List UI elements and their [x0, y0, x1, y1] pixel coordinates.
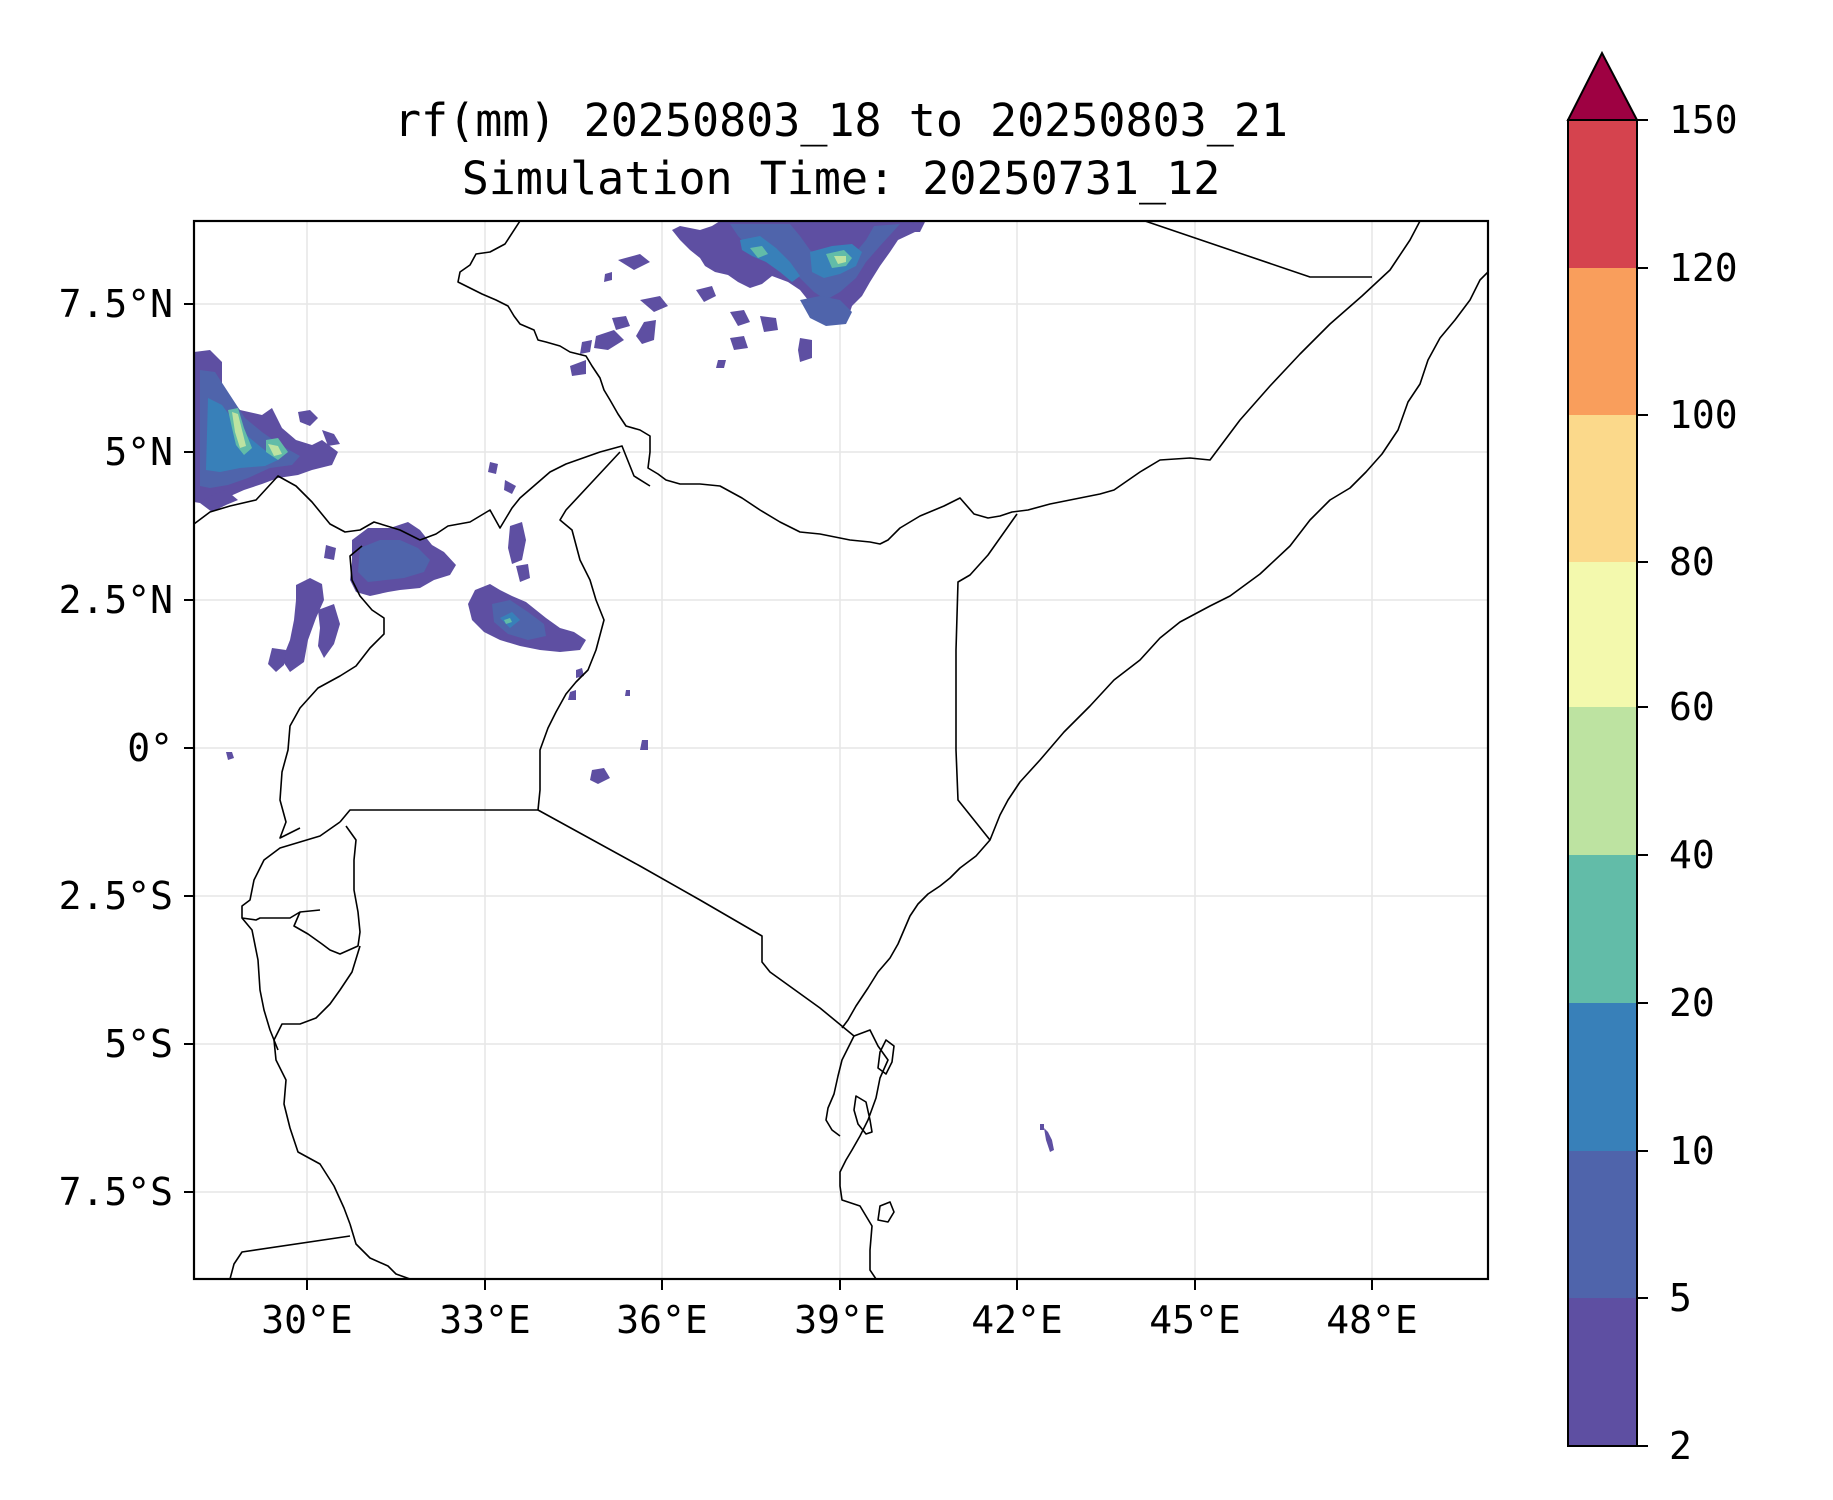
- colorbar-label: 40: [1669, 833, 1715, 877]
- lat-tick-label: 2.5°N: [58, 578, 173, 622]
- colorbar-segment-2-5: [1568, 1297, 1637, 1446]
- colorbar: [1566, 50, 1648, 1447]
- colorbar-segment-100-120: [1568, 267, 1637, 415]
- colorbar-segment-5-10: [1568, 1150, 1637, 1298]
- colorbar-label: 150: [1669, 98, 1738, 142]
- lat-tick-label: 7.5°N: [58, 282, 173, 326]
- colorbar-segment-80-100: [1568, 414, 1637, 562]
- colorbar-segment-10-20: [1568, 1002, 1637, 1151]
- chart-title: rf(mm) 20250803_18 to 20250803_21: [393, 94, 1289, 147]
- colorbar-label: 60: [1669, 685, 1715, 729]
- colorbar-frame: [1567, 119, 1638, 1447]
- rainfall-field-uganda-east: [468, 462, 586, 652]
- lat-tick-label: 7.5°S: [58, 1170, 173, 1214]
- rainfall-field-uganda-north: [268, 522, 456, 672]
- lon-tick-label: 45°E: [1149, 1298, 1241, 1342]
- coastlines-and-borders: [194, 221, 1488, 1279]
- lon-tick-label: 48°E: [1326, 1298, 1418, 1342]
- lat-tick-label: 5°S: [104, 1022, 173, 1066]
- rainfall-scattered-cells: [226, 668, 1054, 1152]
- colorbar-segment-40-60: [1568, 706, 1637, 855]
- colorbar-segment-120-150: [1568, 119, 1637, 268]
- lon-tick-label: 36°E: [616, 1298, 708, 1342]
- colorbar-label: 5: [1669, 1276, 1692, 1320]
- lon-tick-label: 42°E: [971, 1298, 1063, 1342]
- rainfall-field-south-sudan: [194, 350, 340, 512]
- colorbar-label: 80: [1669, 540, 1715, 584]
- colorbar-label: 100: [1669, 393, 1738, 437]
- rainfall-field-ethiopia: [570, 221, 925, 376]
- colorbar-label: 120: [1669, 246, 1738, 290]
- lon-tick-label: 39°E: [794, 1298, 886, 1342]
- colorbar-segment-60-80: [1568, 561, 1637, 707]
- colorbar-segment-20-40: [1568, 854, 1637, 1003]
- colorbar-label: 10: [1669, 1129, 1715, 1173]
- lat-tick-label: 2.5°S: [58, 874, 173, 918]
- lat-tick-label: 5°N: [104, 430, 173, 474]
- colorbar-extend-arrow: [1566, 50, 1639, 121]
- chart-subtitle: Simulation Time: 20250731_12: [461, 152, 1221, 205]
- lat-tick-label: 0°: [127, 726, 173, 770]
- axis-ticks: [184, 303, 1373, 1290]
- lon-tick-label: 33°E: [439, 1298, 531, 1342]
- colorbar-label: 20: [1669, 981, 1715, 1025]
- lon-tick-label: 30°E: [261, 1298, 353, 1342]
- map-background: [194, 221, 1488, 1279]
- colorbar-label: 2: [1669, 1424, 1692, 1468]
